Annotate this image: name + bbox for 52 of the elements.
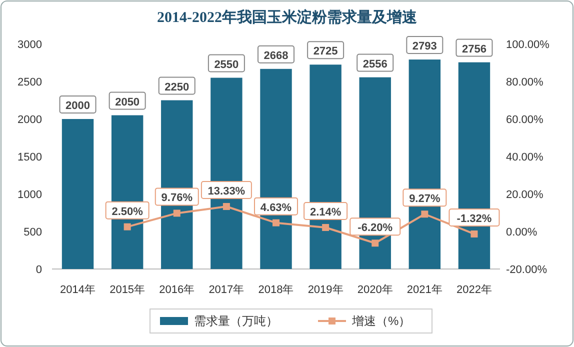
chart-title: 2014-2022年我国玉米淀粉需求量及增速	[157, 8, 418, 26]
data-label: 9.27%	[409, 193, 440, 206]
x-tick-label: 2021年	[406, 284, 442, 296]
y2-tick-label: 20.00%	[506, 189, 544, 201]
data-label: 2756	[462, 43, 486, 56]
x-tick-label: 2016年	[159, 284, 195, 296]
y-tick-label: 500	[24, 226, 42, 238]
point	[470, 230, 478, 238]
data-label: 9.76%	[161, 192, 193, 204]
data-label: 2556	[362, 58, 388, 70]
x-tick-label: 2014年	[60, 284, 96, 296]
point	[173, 210, 180, 217]
x-tick-label: 2018年	[258, 284, 294, 296]
data-label: 2550	[214, 58, 239, 71]
point	[372, 240, 379, 247]
y2-tick-label: 40.00%	[506, 152, 544, 164]
legend-label: 需求量（万吨）	[194, 314, 278, 328]
x-tick-label: 2020年	[357, 284, 393, 296]
y2-tick-label: 0.00%	[506, 226, 538, 238]
data-label: 13.33%	[208, 186, 246, 198]
x-tick-label: 2017年	[208, 284, 244, 296]
x-tick-label: 2022年	[456, 284, 492, 296]
y2-tick-label: 100.00%	[506, 39, 550, 51]
data-label: 2250	[164, 81, 190, 94]
bar	[62, 119, 94, 269]
y2-tick-label: 60.00%	[506, 114, 544, 126]
point	[421, 210, 428, 218]
point	[272, 219, 280, 226]
point	[124, 223, 131, 230]
y2-tick-label: 80.00%	[506, 76, 544, 88]
data-label: 4.63%	[260, 202, 292, 214]
legend-label: 增速（%）	[351, 314, 411, 328]
data-label: 2.50%	[112, 206, 144, 218]
x-tick-label: 2015年	[110, 284, 146, 296]
data-label: 2050	[115, 96, 140, 108]
point	[222, 203, 230, 210]
y-tick-label: 0	[36, 264, 42, 276]
data-label: -6.20%	[358, 222, 393, 234]
y-tick-label: 2000	[18, 114, 42, 126]
data-label: 2725	[313, 46, 338, 58]
data-label: -1.32%	[456, 212, 492, 225]
data-label: 2793	[412, 40, 437, 53]
y-tick-label: 2500	[18, 76, 42, 88]
data-label: 2000	[66, 100, 90, 112]
point	[322, 224, 330, 231]
x-tick-label: 2019年	[308, 284, 344, 296]
data-label: 2668	[264, 50, 288, 62]
y-tick-label: 1500	[18, 152, 42, 164]
y-tick-label: 1000	[18, 189, 42, 201]
y-tick-label: 3000	[18, 39, 42, 51]
data-label: 2.14%	[310, 206, 342, 218]
y2-tick-label: -20.00%	[506, 264, 548, 276]
